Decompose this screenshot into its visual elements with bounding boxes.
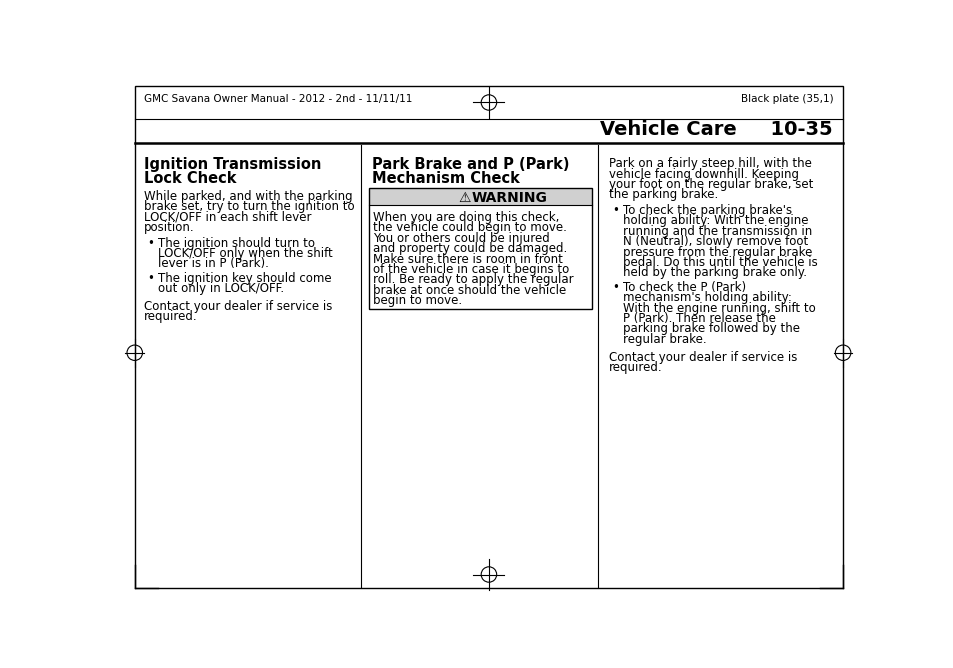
- Text: Park on a fairly steep hill, with the: Park on a fairly steep hill, with the: [608, 157, 811, 170]
- Text: Contact your dealer if service is: Contact your dealer if service is: [608, 351, 797, 363]
- Text: Lock Check: Lock Check: [144, 171, 236, 186]
- Text: your foot on the regular brake, set: your foot on the regular brake, set: [608, 178, 813, 191]
- Text: pedal. Do this until the vehicle is: pedal. Do this until the vehicle is: [622, 256, 817, 269]
- Text: When you are doing this check,: When you are doing this check,: [373, 211, 559, 224]
- Text: of the vehicle in case it begins to: of the vehicle in case it begins to: [373, 263, 569, 276]
- Text: WARNING: WARNING: [471, 191, 546, 205]
- Text: While parked, and with the parking: While parked, and with the parking: [144, 190, 353, 203]
- Text: ⚠: ⚠: [458, 191, 471, 205]
- Text: roll. Be ready to apply the regular: roll. Be ready to apply the regular: [373, 273, 574, 287]
- Text: the vehicle could begin to move.: the vehicle could begin to move.: [373, 221, 567, 234]
- Text: brake at once should the vehicle: brake at once should the vehicle: [373, 284, 566, 297]
- Text: LOCK/OFF in each shift lever: LOCK/OFF in each shift lever: [144, 210, 312, 224]
- Text: holding ability: With the engine: holding ability: With the engine: [622, 214, 807, 227]
- Text: GMC Savana Owner Manual - 2012 - 2nd - 11/11/11: GMC Savana Owner Manual - 2012 - 2nd - 1…: [144, 94, 412, 104]
- Text: To check the parking brake's: To check the parking brake's: [622, 204, 791, 217]
- Text: pressure from the regular brake: pressure from the regular brake: [622, 246, 812, 259]
- Text: brake set, try to turn the ignition to: brake set, try to turn the ignition to: [144, 200, 355, 213]
- Text: position.: position.: [144, 221, 194, 234]
- Text: Vehicle Care     10-35: Vehicle Care 10-35: [599, 120, 831, 140]
- Text: •: •: [147, 272, 153, 285]
- Text: begin to move.: begin to move.: [373, 294, 462, 307]
- Text: required.: required.: [608, 361, 662, 374]
- Text: held by the parking brake only.: held by the parking brake only.: [622, 267, 806, 279]
- Text: Mechanism Check: Mechanism Check: [372, 171, 519, 186]
- Text: •: •: [612, 204, 618, 217]
- Bar: [369, 188, 592, 309]
- Text: out only in LOCK/OFF.: out only in LOCK/OFF.: [158, 283, 284, 295]
- Text: parking brake followed by the: parking brake followed by the: [622, 323, 800, 335]
- Text: You or others could be injured: You or others could be injured: [373, 232, 550, 244]
- Text: and property could be damaged.: and property could be damaged.: [373, 242, 567, 255]
- Text: mechanism's holding ability:: mechanism's holding ability:: [622, 291, 791, 304]
- Text: To check the P (Park): To check the P (Park): [622, 281, 745, 294]
- Bar: [369, 188, 592, 205]
- Text: •: •: [147, 236, 153, 250]
- Text: The ignition should turn to: The ignition should turn to: [158, 236, 314, 250]
- Text: regular brake.: regular brake.: [622, 333, 706, 346]
- Text: With the engine running, shift to: With the engine running, shift to: [622, 302, 815, 315]
- Text: LOCK/OFF only when the shift: LOCK/OFF only when the shift: [158, 247, 333, 260]
- Text: The ignition key should come: The ignition key should come: [158, 272, 332, 285]
- Text: required.: required.: [144, 311, 197, 323]
- Text: P (Park). Then release the: P (Park). Then release the: [622, 312, 775, 325]
- Text: Contact your dealer if service is: Contact your dealer if service is: [144, 300, 332, 313]
- Text: Make sure there is room in front: Make sure there is room in front: [373, 253, 562, 265]
- Text: Ignition Transmission: Ignition Transmission: [144, 157, 321, 172]
- Text: Park Brake and P (Park): Park Brake and P (Park): [372, 157, 569, 172]
- Text: •: •: [612, 281, 618, 294]
- Text: running and the transmission in: running and the transmission in: [622, 224, 811, 238]
- Text: vehicle facing downhill. Keeping: vehicle facing downhill. Keeping: [608, 168, 799, 180]
- Text: N (Neutral), slowly remove foot: N (Neutral), slowly remove foot: [622, 235, 807, 248]
- Text: lever is in P (Park).: lever is in P (Park).: [158, 257, 269, 271]
- Text: Black plate (35,1): Black plate (35,1): [740, 94, 833, 104]
- Text: the parking brake.: the parking brake.: [608, 188, 718, 201]
